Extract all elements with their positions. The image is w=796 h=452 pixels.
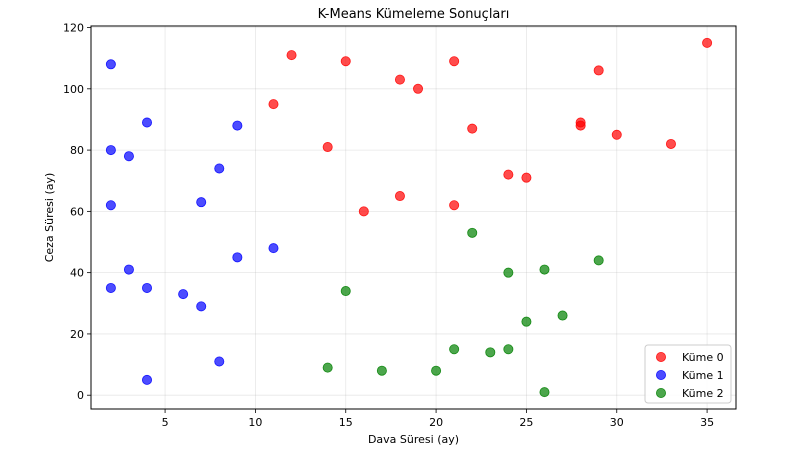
- data-point-cluster-2: [431, 365, 442, 376]
- x-tick-label: 5: [162, 416, 169, 429]
- data-point-cluster-2: [593, 255, 604, 266]
- data-point-cluster-1: [105, 145, 116, 156]
- x-tick-label: 30: [610, 416, 624, 429]
- data-point-cluster-1: [123, 264, 134, 275]
- data-point-cluster-1: [178, 289, 189, 300]
- legend-box: [644, 344, 732, 404]
- data-point-cluster-2: [539, 387, 550, 398]
- data-point-cluster-0: [449, 200, 460, 211]
- data-point-cluster-0: [575, 120, 586, 131]
- data-point-cluster-1: [142, 374, 153, 385]
- y-axis-title: Ceza Süresi (ay): [43, 173, 56, 263]
- data-point-cluster-0: [268, 99, 279, 110]
- x-tick-label: 20: [429, 416, 443, 429]
- data-point-cluster-1: [232, 120, 243, 131]
- x-tick-label: 35: [700, 416, 714, 429]
- data-point-cluster-2: [503, 344, 514, 355]
- legend-marker: [656, 351, 667, 362]
- data-point-cluster-0: [702, 37, 713, 48]
- data-point-cluster-0: [467, 123, 478, 134]
- data-point-cluster-2: [376, 365, 387, 376]
- y-tick-label: 60: [70, 205, 84, 218]
- y-tick-label: 120: [63, 22, 84, 35]
- data-point-cluster-0: [394, 191, 405, 202]
- data-point-cluster-0: [593, 65, 604, 76]
- legend-marker: [656, 387, 667, 398]
- legend-marker: [656, 369, 667, 380]
- legend-label: Küme 0: [682, 351, 724, 364]
- data-point-cluster-1: [214, 163, 225, 174]
- x-axis-title: Dava Süresi (ay): [368, 433, 459, 446]
- data-point-cluster-2: [340, 286, 351, 297]
- legend-label: Küme 1: [682, 369, 724, 382]
- data-point-cluster-1: [142, 282, 153, 293]
- x-tick-label: 25: [519, 416, 533, 429]
- x-tick-label: 10: [248, 416, 262, 429]
- legend-label: Küme 2: [682, 387, 724, 400]
- y-tick-label: 100: [63, 83, 84, 96]
- data-point-cluster-1: [196, 301, 207, 312]
- data-point-cluster-0: [394, 74, 405, 85]
- data-point-cluster-0: [340, 56, 351, 67]
- data-point-cluster-0: [286, 50, 297, 61]
- plot-frame: [90, 25, 737, 410]
- data-point-cluster-0: [611, 129, 622, 140]
- y-tick-label: 20: [70, 328, 84, 341]
- data-point-cluster-1: [105, 282, 116, 293]
- data-point-cluster-0: [521, 172, 532, 183]
- data-point-cluster-1: [142, 117, 153, 128]
- data-point-cluster-2: [503, 267, 514, 278]
- data-point-cluster-1: [232, 252, 243, 263]
- data-point-cluster-0: [413, 83, 424, 94]
- data-point-cluster-1: [196, 197, 207, 208]
- x-tick-label: 15: [339, 416, 353, 429]
- data-point-cluster-0: [665, 138, 676, 149]
- data-point-cluster-1: [123, 151, 134, 162]
- data-point-cluster-1: [105, 59, 116, 70]
- data-point-cluster-2: [467, 227, 478, 238]
- data-point-cluster-1: [214, 356, 225, 367]
- data-point-cluster-1: [268, 243, 279, 254]
- data-point-cluster-0: [322, 142, 333, 153]
- axis-ticks: 5 10 15 20 25 30 35 0 20 40 60 80 100 120: [63, 22, 714, 429]
- y-tick-label: 0: [77, 389, 84, 402]
- data-point-cluster-2: [521, 316, 532, 327]
- data-point-cluster-2: [449, 344, 460, 355]
- data-point-cluster-1: [105, 200, 116, 211]
- data-point-cluster-2: [557, 310, 568, 321]
- data-point-cluster-2: [485, 347, 496, 358]
- data-point-cluster-2: [322, 362, 333, 373]
- data-point-cluster-2: [539, 264, 550, 275]
- legend: Küme 0 Küme 1 Küme 2: [644, 344, 732, 404]
- y-tick-label: 80: [70, 144, 84, 157]
- data-points: [105, 37, 713, 398]
- y-tick-label: 40: [70, 267, 84, 280]
- data-point-cluster-0: [358, 206, 369, 217]
- chart-title: K-Means Kümeleme Sonuçları: [318, 7, 510, 22]
- data-point-cluster-0: [449, 56, 460, 67]
- plot-area: [91, 26, 736, 409]
- data-point-cluster-0: [503, 169, 514, 180]
